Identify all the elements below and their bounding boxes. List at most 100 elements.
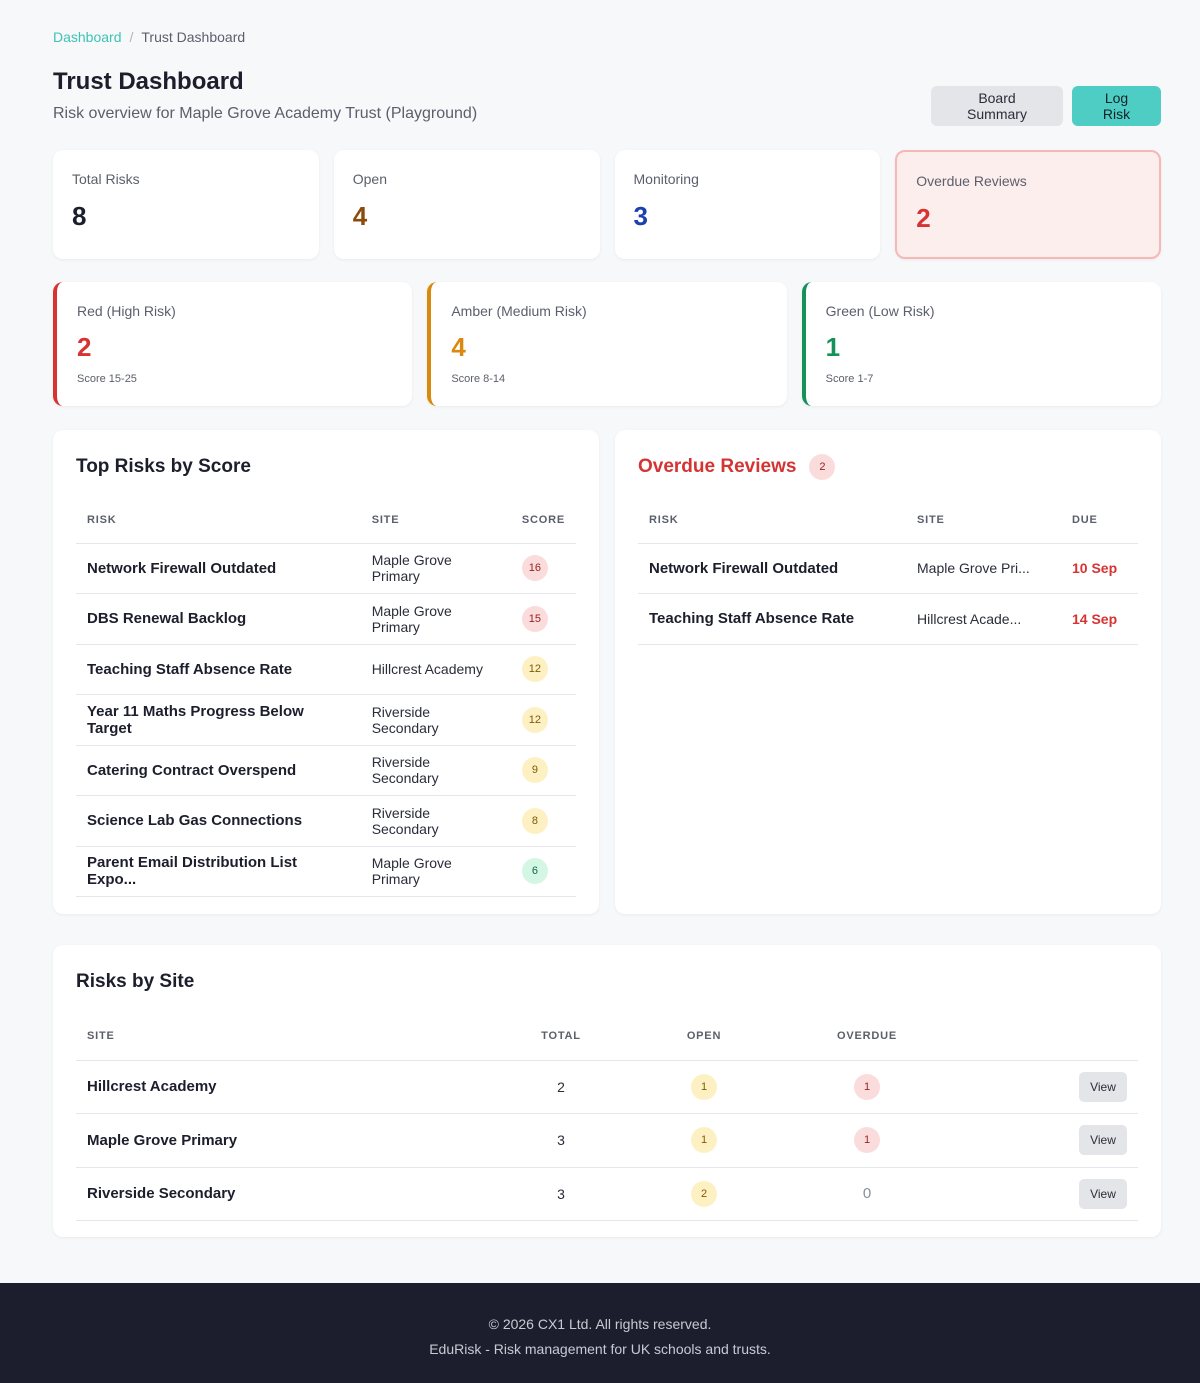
view-site-button[interactable]: View	[1079, 1071, 1127, 1102]
rag-score-range: Score 8-14	[451, 373, 506, 385]
overdue-count-badge: 1	[854, 1073, 880, 1100]
stat-label: Open	[352, 171, 387, 187]
page-title: Trust Dashboard	[53, 68, 244, 95]
risks-by-site-table: SITE TOTAL OPEN OVERDUE Hillcrest Academ…	[76, 1012, 1138, 1221]
site-total: 3	[488, 1167, 634, 1221]
board-summary-button[interactable]: Board Summary	[931, 86, 1063, 126]
page-subtitle: Risk overview for Maple Grove Academy Tr…	[53, 105, 478, 122]
due-date: 10 Sep	[1061, 543, 1138, 594]
rag-value: 4	[451, 332, 466, 362]
overdue-cell: 0	[774, 1167, 960, 1221]
column-header-actions	[960, 1012, 1138, 1061]
score-cell: 6	[510, 846, 576, 897]
risk-name[interactable]: Network Firewall Outdated	[76, 543, 361, 594]
site-total: 3	[488, 1113, 634, 1168]
risks-by-site-title: Risks by Site	[76, 971, 195, 992]
score-cell: 9	[510, 745, 576, 796]
column-header-open: OPEN	[634, 1012, 774, 1061]
rag-score-range: Score 15-25	[77, 373, 137, 385]
table-row[interactable]: Teaching Staff Absence Rate Hillcrest Aca…	[638, 593, 1138, 645]
breadcrumb-separator: /	[129, 29, 134, 45]
rag-score-range: Score 1-7	[825, 373, 874, 385]
table-row[interactable]: Science Lab Gas Connections Riverside Sec…	[76, 795, 576, 847]
risk-site: Hillcrest Academy	[360, 644, 511, 695]
stat-value: 8	[72, 201, 87, 231]
score-badge: 9	[521, 757, 548, 784]
due-date: 14 Sep	[1061, 593, 1138, 645]
risk-site: Maple Grove Primary	[360, 543, 511, 594]
column-header-site: SITE	[906, 497, 1061, 544]
column-header-total: TOTAL	[488, 1012, 634, 1061]
table-row[interactable]: DBS Renewal Backlog Maple Grove Primary 15	[76, 593, 576, 645]
risks-by-site-panel: Risks by Site SITE TOTAL OPEN OVERDUE Hi…	[53, 945, 1161, 1237]
site-name: Riverside Secondary	[76, 1167, 488, 1221]
breadcrumb-dashboard-link[interactable]: Dashboard	[53, 29, 122, 45]
open-count-badge: 1	[691, 1127, 717, 1154]
risk-site: Riverside Secondary	[360, 745, 511, 796]
score-badge: 12	[521, 656, 548, 683]
site-name: Hillcrest Academy	[76, 1060, 488, 1114]
column-header-risk: RISK	[76, 497, 361, 544]
table-row[interactable]: Teaching Staff Absence Rate Hillcrest Aca…	[76, 644, 576, 695]
overdue-count-badge: 2	[809, 454, 836, 480]
rag-label: Green (Low Risk)	[825, 303, 935, 319]
stat-card-overdue-reviews: Overdue Reviews 2	[895, 150, 1161, 259]
score-badge: 16	[521, 555, 548, 582]
risk-name[interactable]: Network Firewall Outdated	[638, 543, 906, 594]
column-header-site: SITE	[76, 1012, 488, 1061]
overdue-reviews-table: RISK SITE DUE Network Firewall Outdated M…	[638, 497, 1138, 645]
table-row[interactable]: Parent Email Distribution List Expo... Ma…	[76, 846, 576, 897]
footer: © 2026 CX1 Ltd. All rights reserved. Edu…	[0, 1283, 1200, 1383]
view-site-button[interactable]: View	[1079, 1125, 1127, 1156]
rag-card-amber: Amber (Medium Risk) 4 Score 8-14	[427, 282, 787, 406]
stat-label: Monitoring	[633, 171, 699, 187]
table-row: Maple Grove Primary 3 1 1 View	[76, 1113, 1138, 1168]
table-row[interactable]: Network Firewall Outdated Maple Grove Pri…	[76, 543, 576, 594]
score-cell: 12	[510, 694, 576, 746]
top-risks-table: RISK SITE SCORE Network Firewall Outdate…	[76, 497, 576, 897]
footer-tagline: EduRisk - Risk management for UK schools…	[429, 1341, 771, 1357]
stat-value: 2	[916, 203, 931, 233]
risk-site: Hillcrest Acade...	[906, 593, 1061, 645]
risk-site: Riverside Secondary	[360, 795, 511, 847]
table-row[interactable]: Catering Contract Overspend Riverside Sec…	[76, 745, 576, 796]
footer-copyright: © 2026 CX1 Ltd. All rights reserved.	[488, 1316, 712, 1332]
risk-name[interactable]: DBS Renewal Backlog	[76, 593, 361, 645]
score-cell: 16	[510, 543, 576, 594]
score-badge: 8	[521, 807, 548, 834]
risk-name[interactable]: Teaching Staff Absence Rate	[638, 593, 906, 645]
risk-name[interactable]: Catering Contract Overspend	[76, 745, 361, 796]
top-risks-panel: Top Risks by Score RISK SITE SCORE Netwo…	[53, 430, 599, 914]
rag-value: 1	[825, 332, 841, 362]
overdue-cell: 1	[774, 1113, 960, 1168]
stat-label: Total Risks	[72, 171, 140, 187]
column-header-site: SITE	[360, 497, 511, 544]
rag-card-green: Green (Low Risk) 1 Score 1-7	[801, 282, 1161, 406]
column-header-risk: RISK	[638, 497, 906, 544]
breadcrumb-current: Trust Dashboard	[141, 29, 246, 45]
stat-card-monitoring: Monitoring 3	[614, 150, 881, 259]
risk-name[interactable]: Year 11 Maths Progress Below Target	[76, 694, 361, 746]
open-cell: 1	[634, 1113, 774, 1168]
site-name: Maple Grove Primary	[76, 1113, 488, 1168]
risk-name[interactable]: Science Lab Gas Connections	[76, 795, 361, 847]
risk-name[interactable]: Teaching Staff Absence Rate	[76, 644, 361, 695]
rag-value: 2	[77, 332, 92, 362]
top-risks-title: Top Risks by Score	[76, 456, 251, 477]
score-cell: 12	[510, 644, 576, 695]
score-badge: 15	[521, 605, 548, 632]
action-cell: View	[960, 1167, 1138, 1221]
overdue-count-badge: 1	[854, 1127, 880, 1154]
column-header-score: SCORE	[510, 497, 576, 544]
overdue-reviews-panel: Overdue Reviews 2 RISK SITE DUE Network …	[615, 430, 1161, 914]
table-row[interactable]: Network Firewall Outdated Maple Grove Pri…	[638, 543, 1138, 594]
stat-value: 3	[633, 201, 648, 231]
site-total: 2	[488, 1060, 634, 1114]
table-row[interactable]: Year 11 Maths Progress Below Target River…	[76, 694, 576, 746]
stat-cards: Total Risks 8 Open 4 Monitoring 3 Overdu…	[53, 150, 1161, 259]
table-row: Riverside Secondary 3 2 0 View	[76, 1167, 1138, 1221]
view-site-button[interactable]: View	[1079, 1178, 1127, 1209]
overdue-count: 0	[862, 1185, 872, 1203]
log-risk-button[interactable]: Log Risk	[1072, 86, 1161, 126]
risk-name[interactable]: Parent Email Distribution List Expo...	[76, 846, 361, 897]
